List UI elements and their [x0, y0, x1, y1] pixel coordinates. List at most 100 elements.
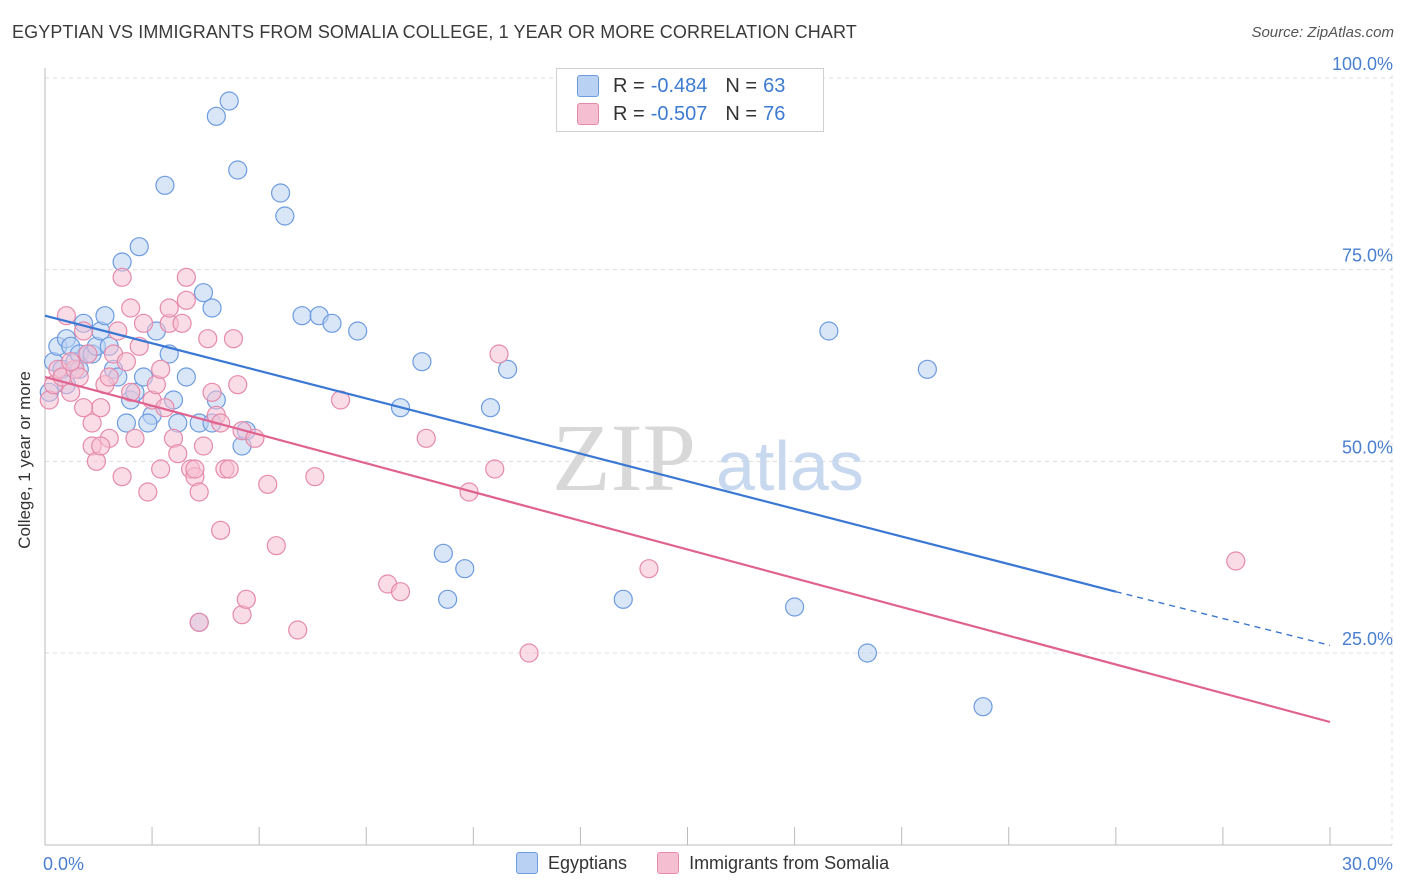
legend-item-somalia: Immigrants from Somalia: [657, 852, 889, 874]
somalia-trend-line: [44, 375, 1331, 724]
egyptians-point: [438, 589, 458, 609]
somalia-point: [78, 344, 98, 364]
somalia-point: [125, 428, 145, 448]
somalia-point: [639, 559, 659, 579]
somalia-point: [185, 459, 205, 479]
egyptians-point: [348, 321, 368, 341]
axes: [44, 68, 1392, 846]
legend-n-label: N =: [725, 102, 758, 125]
somalia-point: [390, 582, 411, 602]
legend-label-somalia: Immigrants from Somalia: [689, 852, 890, 873]
egyptians-point: [129, 237, 149, 257]
somalia-point: [112, 467, 132, 487]
somalia-point: [489, 344, 509, 364]
somalia-point: [189, 482, 209, 502]
egyptians-point: [206, 106, 226, 126]
legend-row-egyptians: R = -0.484 N = 63: [577, 73, 785, 99]
legend-n-value: 63: [763, 74, 786, 97]
somalia-point: [223, 329, 244, 349]
somalia-point: [193, 436, 214, 456]
egyptians-point: [857, 643, 878, 663]
somalia-point: [116, 352, 136, 372]
y-tick-label: 25.0%: [1342, 629, 1393, 649]
y-tick-label: 75.0%: [1342, 246, 1393, 266]
egyptians-point: [202, 298, 222, 318]
somalia-point: [258, 474, 278, 494]
somalia-point: [172, 313, 192, 333]
somalia-point: [198, 329, 218, 349]
gridlines: [45, 75, 1393, 845]
egyptians-point: [784, 597, 805, 617]
somalia-point: [99, 367, 119, 387]
somalia-point: [133, 313, 154, 333]
watermark: ZIP atlas: [552, 404, 864, 511]
somalia-point: [61, 352, 81, 372]
egyptians-point: [819, 321, 839, 341]
somalia-point: [176, 290, 196, 310]
somalia-point: [121, 382, 141, 402]
egyptians-point: [155, 175, 175, 195]
somalia-point: [168, 444, 188, 464]
somalia-point: [151, 359, 171, 379]
egyptians-point: [270, 183, 291, 203]
legend-swatch-blue: [577, 75, 599, 97]
somalia-point: [236, 589, 256, 609]
legend-swatch-pink: [577, 103, 599, 125]
series-legend: Egyptians Immigrants from Somalia: [516, 852, 919, 874]
somalia-point: [91, 436, 111, 456]
legend-n-label: N =: [725, 74, 758, 97]
egyptians-point: [433, 543, 453, 563]
somalia-point: [416, 428, 436, 448]
somalia-point: [288, 620, 308, 640]
egyptians-point: [275, 206, 295, 226]
egyptians-points: [39, 91, 993, 717]
somalia-point: [485, 459, 505, 479]
somalia-point: [189, 612, 209, 632]
source-label: Source: ZipAtlas.com: [1251, 24, 1394, 41]
somalia-point: [519, 643, 539, 663]
egyptians-point: [917, 359, 937, 379]
somalia-point: [211, 413, 231, 433]
stats-legend: R = -0.484 N = 63 R = -0.507 N = 76: [556, 68, 824, 132]
somalia-point: [138, 482, 158, 502]
trend-lines: [44, 314, 1331, 724]
somalia-point: [82, 413, 102, 433]
somalia-point: [73, 398, 94, 418]
egyptians-point: [455, 559, 475, 579]
somalia-point: [202, 382, 222, 402]
somalia-point: [176, 267, 196, 287]
egyptians-point: [228, 160, 248, 180]
somalia-point: [1226, 551, 1246, 571]
legend-r-label: R =: [613, 74, 645, 97]
egyptians-point: [498, 359, 518, 379]
y-tick-label: 100.0%: [1332, 54, 1393, 74]
egyptians-trend-extension: [1115, 590, 1331, 647]
legend-swatch-blue: [516, 852, 538, 874]
tick-labels: 25.0% 50.0% 75.0% 100.0% 0.0% 30.0%: [43, 54, 1393, 874]
somalia-point: [219, 459, 239, 479]
somalia-point: [151, 459, 171, 479]
somalia-point: [159, 298, 179, 318]
somalia-point: [266, 536, 286, 556]
egyptians-point: [138, 413, 158, 433]
egyptians-point: [116, 413, 136, 433]
somalia-point: [112, 267, 132, 287]
egyptians-point: [973, 697, 993, 717]
legend-r-value: -0.484: [650, 74, 708, 97]
egyptians-point: [480, 398, 501, 418]
egyptians-point: [219, 91, 239, 111]
x-tick-label-min: 0.0%: [43, 854, 84, 874]
somalia-point: [459, 482, 479, 502]
somalia-point: [228, 375, 248, 395]
legend-r-value: -0.507: [650, 102, 708, 125]
x-tick-label-max: 30.0%: [1342, 854, 1393, 874]
legend-r-label: R =: [613, 102, 645, 125]
chart-title: EGYPTIAN VS IMMIGRANTS FROM SOMALIA COLL…: [12, 22, 857, 42]
egyptians-point: [613, 589, 633, 609]
somalia-point: [91, 398, 111, 418]
y-tick-label: 50.0%: [1342, 437, 1393, 457]
legend-item-egyptians: Egyptians: [516, 852, 627, 874]
egyptians-trend-line: [44, 314, 1117, 593]
somalia-point: [121, 298, 141, 318]
legend-swatch-pink: [657, 852, 680, 874]
